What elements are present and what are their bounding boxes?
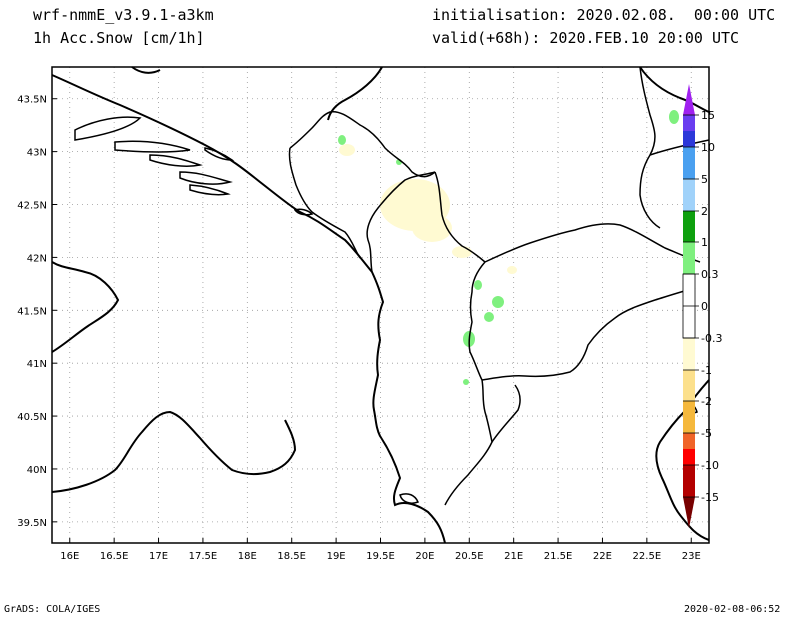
init-value: 2020.02.08. 00:00 UTC <box>576 6 776 24</box>
lon-tick-label: 17E <box>149 551 168 562</box>
footer-timestamp: 2020-02-08-06:52 <box>684 604 781 615</box>
colorbar-label: 15 <box>701 109 715 122</box>
lon-tick-label: 16.5E <box>100 551 129 562</box>
colorbar-bin-m10 <box>683 449 695 465</box>
colorbar-bottom-tip <box>683 497 695 528</box>
colorbar-bin-15 <box>683 115 695 131</box>
lat-tick-label: 39.5N <box>17 518 47 529</box>
colorbar-bin-10 <box>683 131 695 147</box>
colorbar-label: -1 <box>701 364 712 377</box>
lon-tick-label: 22E <box>593 551 612 562</box>
colorbar: 15 10 5 2 1 0.3 0 -0.3 -1 -2 -5 -10 -15 <box>682 84 722 528</box>
colorbar-label: -15 <box>701 491 719 504</box>
lat-tick-label: 43N <box>27 148 47 159</box>
colorbar-label: -5 <box>701 427 712 440</box>
lon-tick-label: 19.5E <box>366 551 395 562</box>
colorbar-label: 1 <box>701 236 708 249</box>
colorbar-bin-5 <box>683 147 695 179</box>
colorbar-bin-m2 <box>683 401 695 433</box>
colorbar-bin-m15 <box>683 465 695 497</box>
colorbar-label: 0.3 <box>701 268 719 281</box>
colorbar-bin-0p <box>683 274 695 306</box>
lat-tick-label: 42N <box>27 253 47 264</box>
colorbar-label: 5 <box>701 173 708 186</box>
colorbar-label: 10 <box>701 141 715 154</box>
field-name: 1h Acc.Snow [cm/1h] <box>33 29 205 47</box>
lon-tick-label: 20E <box>415 551 434 562</box>
lon-tick-label: 23E <box>682 551 701 562</box>
lat-tick-label: 43.5N <box>17 95 47 106</box>
lat-tick-labels: 39.5N 40N 40.5N 41N 41.5N 42N 42.5N 43N 43.5N <box>17 95 57 529</box>
colorbar-bin-2 <box>683 179 695 211</box>
colorbar-bin-m03 <box>683 338 695 370</box>
colorbar-label: -10 <box>701 459 719 472</box>
lon-tick-label: 16E <box>60 551 79 562</box>
lon-tick-label: 19E <box>327 551 346 562</box>
snow-patch <box>669 110 679 124</box>
footer-credit: GrADS: COLA/IGES <box>4 604 101 615</box>
colorbar-label: -0.3 <box>701 332 722 345</box>
colorbar-labels: 15 10 5 2 1 0.3 0 -0.3 -1 -2 -5 -10 -15 <box>683 109 722 504</box>
colorbar-label: 0 <box>701 300 708 313</box>
model-name: wrf-nmmE_v3.9.1-a3km <box>33 6 214 24</box>
islands <box>74 116 698 504</box>
colorbar-label: 2 <box>701 205 708 218</box>
init-label: initialisation: <box>432 6 568 24</box>
lon-tick-label: 20.5E <box>455 551 484 562</box>
lat-tick-label: 41.5N <box>17 306 47 317</box>
lon-tick-label: 22.5E <box>633 551 662 562</box>
lon-tick-label: 21E <box>504 551 523 562</box>
lon-tick-labels: 16E 16.5E 17E 17.5E 18E 18.5E 19E 19.5E 20E 20.5E… <box>60 538 701 562</box>
snow-patch <box>484 312 494 322</box>
lat-tick-label: 40.5N <box>17 412 47 423</box>
colorbar-bin-1 <box>683 211 695 242</box>
snow-patch <box>474 280 482 290</box>
country-borders <box>288 66 710 506</box>
colorbar-bin-m5 <box>683 433 695 449</box>
valid-value: 2020.FEB.10 20:00 UTC <box>549 29 740 47</box>
lon-tick-label: 21.5E <box>544 551 573 562</box>
lon-tick-label: 18E <box>238 551 257 562</box>
valid-label: valid(+68h): <box>432 29 541 47</box>
lon-tick-label: 17.5E <box>189 551 218 562</box>
colorbar-bin-m1 <box>683 370 695 401</box>
valid-time: valid(+68h): 2020.FEB.10 20:00 UTC <box>432 29 739 47</box>
snow-patch <box>339 144 355 156</box>
map-area <box>51 66 710 544</box>
lat-tick-label: 40N <box>27 465 47 476</box>
lat-tick-label: 41N <box>27 359 47 370</box>
colorbar-label: -2 <box>701 395 712 408</box>
snow-patch <box>452 246 472 258</box>
init-time: initialisation: 2020.02.08. 00:00 UTC <box>432 6 775 24</box>
snow-patch <box>463 379 469 385</box>
snow-patch <box>507 266 517 274</box>
snow-patch <box>412 214 452 242</box>
colorbar-bin-0n <box>683 306 695 338</box>
snow-patch <box>338 135 346 145</box>
snow-patch <box>492 296 504 308</box>
lon-tick-label: 18.5E <box>277 551 306 562</box>
colorbar-top-tip <box>683 84 695 115</box>
snow-shading <box>338 110 679 385</box>
lat-tick-label: 42.5N <box>17 201 47 212</box>
colorbar-bin-03 <box>683 242 695 274</box>
